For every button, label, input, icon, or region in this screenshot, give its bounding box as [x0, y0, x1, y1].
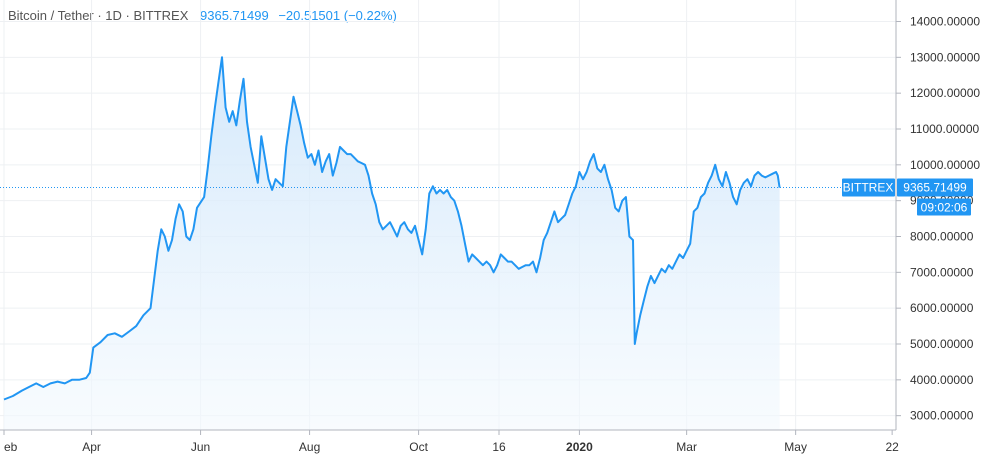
x-tick-label: Aug: [299, 440, 320, 454]
legend-last-value: 9365.71499: [200, 8, 269, 23]
x-tick-label: Apr: [82, 440, 101, 454]
x-tick-label: Oct: [409, 440, 428, 454]
y-tick-label: 13000.00000: [910, 50, 980, 64]
x-tick-label: Jun: [191, 440, 210, 454]
y-tick-label: 4000.00000: [910, 373, 974, 387]
y-tick-label: 7000.00000: [910, 265, 974, 279]
y-tick-label: 8000.00000: [910, 230, 974, 244]
legend-symbol: Bitcoin / Tether · 1D · BITTREX: [8, 8, 189, 23]
countdown-label-bg: [917, 198, 971, 216]
exchange-label: BITTREX: [843, 181, 894, 195]
x-tick-label: Mar: [676, 440, 697, 454]
x-tick-label: 16: [492, 440, 506, 454]
y-tick-label: 3000.00000: [910, 409, 974, 423]
x-tick-label: May: [784, 440, 807, 454]
x-tick-label: eb: [4, 440, 18, 454]
last-price-label: 9365.71499: [903, 181, 967, 195]
last-price-label-bg: [897, 178, 973, 197]
exchange-label-bg: [842, 178, 895, 197]
y-tick-label: 14000.00000: [910, 15, 980, 29]
y-tick-label: 5000.00000: [910, 337, 974, 351]
y-tick-label: 6000.00000: [910, 301, 974, 315]
price-series-line: [3, 56, 781, 401]
legend-change: −20.51501 (−0.22%): [278, 8, 397, 23]
y-axis[interactable]: 3000.00000 4000.00000 5000.00000 6000.00000…: [896, 15, 980, 423]
chart-legend: Bitcoin / Tether · 1D · BITTREX 9365.714…: [8, 8, 397, 23]
x-tick-label: 2020: [566, 440, 593, 454]
x-axis[interactable]: eb Apr Jun Aug Oct 16 2020 Mar May 22: [3, 430, 899, 454]
price-area-fill: [4, 57, 780, 431]
x-tick-label: 22: [885, 440, 899, 454]
y-tick-label: 10000.00000: [910, 158, 980, 172]
y-tick-label: 11000.00000: [910, 122, 980, 136]
y-tick-label: 12000.00000: [910, 86, 980, 100]
price-labels: BITTREX 9365.71499 09:02:06: [842, 178, 973, 216]
countdown-label: 09:02:06: [921, 201, 968, 215]
